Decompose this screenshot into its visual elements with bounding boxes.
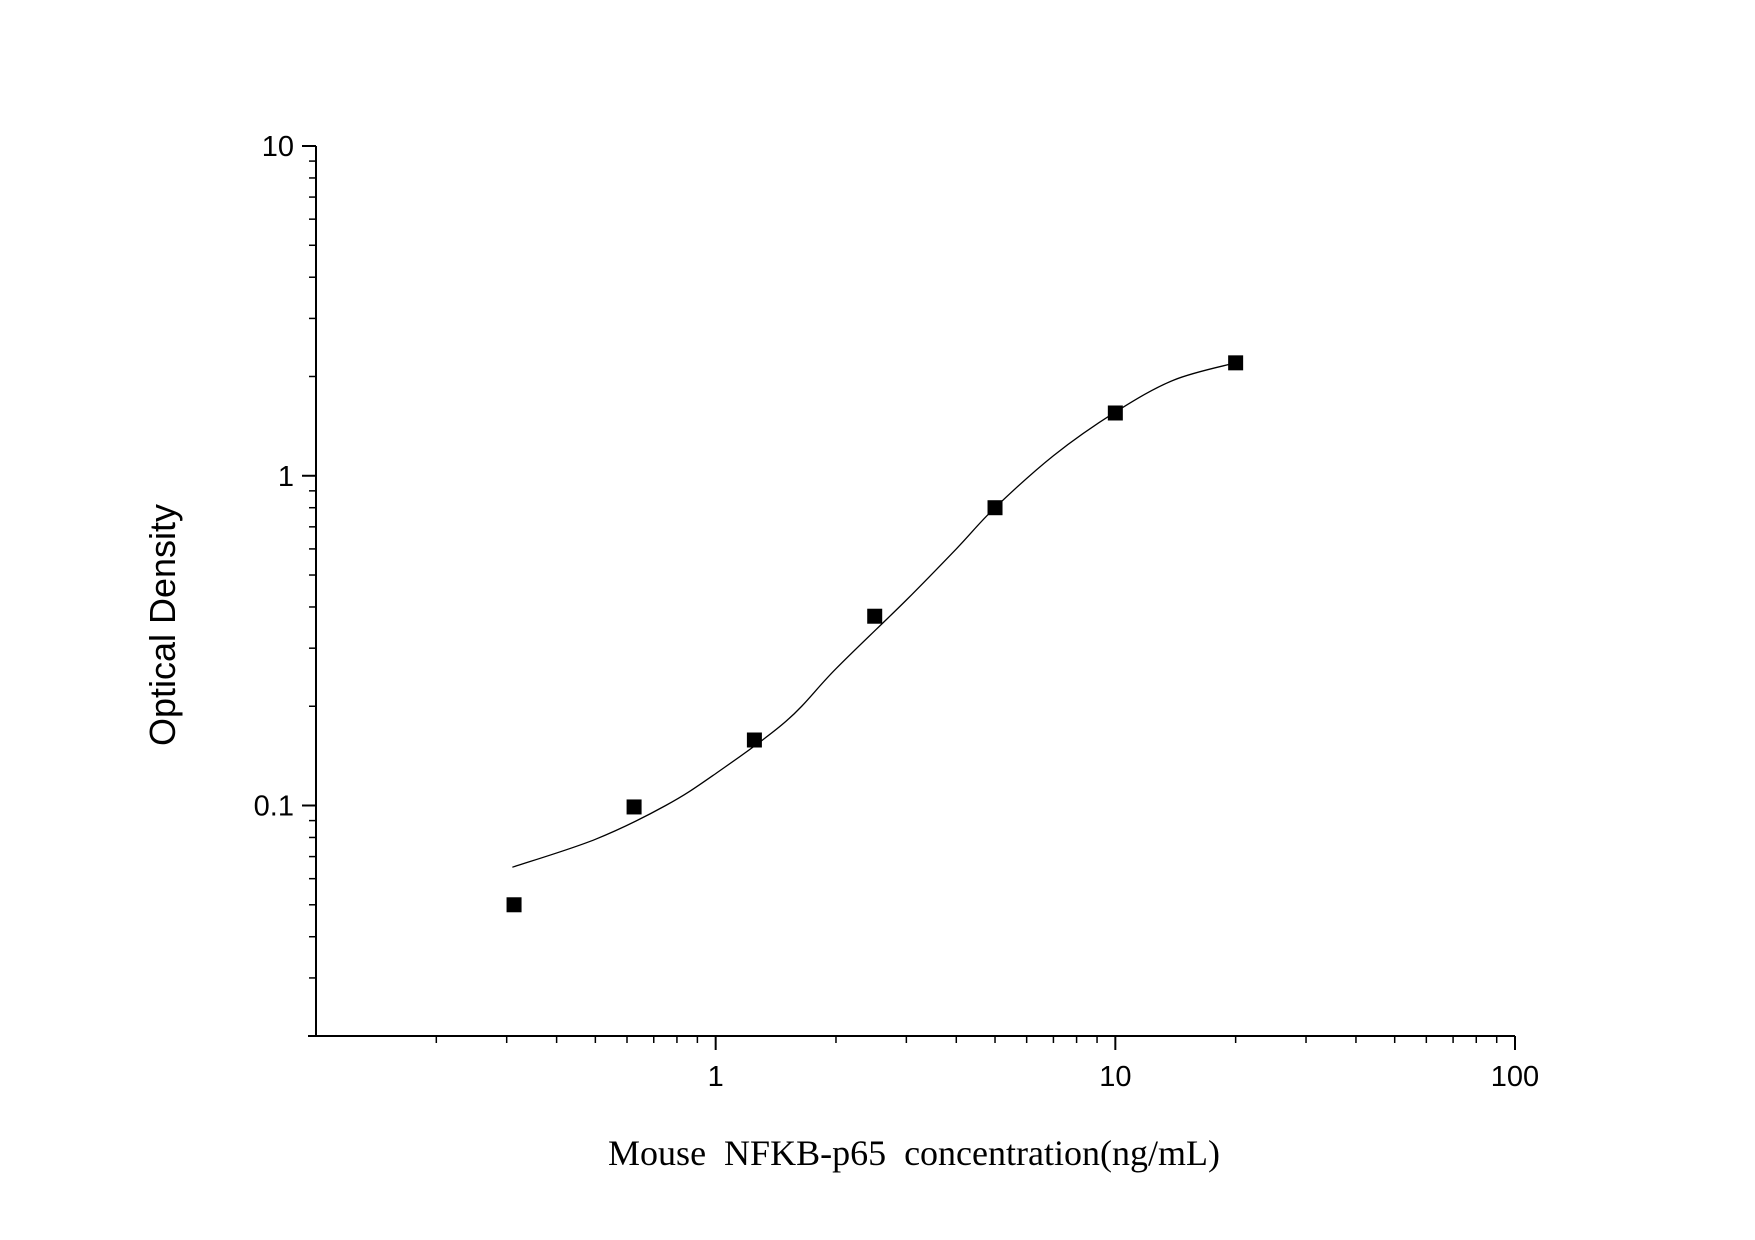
x-axis-label: Mouse NFKB-p65 concentration(ng/mL) xyxy=(608,1133,1220,1173)
y-axis-label: Optical Density xyxy=(142,504,183,746)
y-tick-label: 1 xyxy=(278,461,294,493)
axes: 1 10 100 0.1 1 10 xyxy=(254,131,1540,1093)
data-point xyxy=(867,608,883,624)
y-tick-label: 0.1 xyxy=(254,791,294,823)
y-tick-label: 10 xyxy=(262,131,294,163)
data-point xyxy=(987,500,1003,516)
data-point xyxy=(626,799,642,815)
x-tick-label: 1 xyxy=(708,1061,724,1093)
x-tick-label: 100 xyxy=(1491,1061,1539,1093)
x-tick-label: 10 xyxy=(1099,1061,1131,1093)
data-point xyxy=(1228,355,1244,371)
data-point xyxy=(746,732,762,748)
data-point xyxy=(506,897,522,913)
data-point xyxy=(1107,405,1123,421)
data-points-layer xyxy=(506,355,1244,913)
